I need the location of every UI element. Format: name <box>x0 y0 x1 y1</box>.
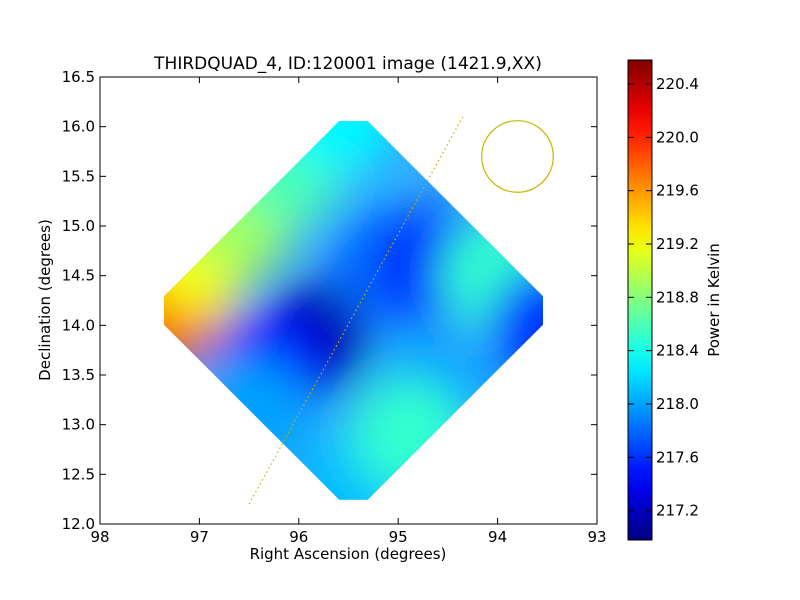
y-tick-label: 13.0 <box>62 416 95 434</box>
x-tick-label: 94 <box>488 528 507 546</box>
x-tick-label: 97 <box>190 528 209 546</box>
colorbar-tick-label: 219.2 <box>656 235 699 253</box>
y-tick-label: 14.0 <box>62 316 95 334</box>
y-tick-label: 13.5 <box>62 366 95 384</box>
colorbar-tick-label: 220.0 <box>656 128 699 146</box>
plot-frame <box>99 76 598 525</box>
colorbar-label: Power in Kelvin <box>705 243 723 357</box>
y-axis-label: Declination (degrees) <box>36 219 54 381</box>
y-tick-label: 15.5 <box>62 167 95 185</box>
colorbar-tick-label: 218.4 <box>656 342 699 360</box>
y-axis: 12.0 12.5 13.0 13.5 14.0 14.5 15.0 15.5 16.0 16.5 <box>62 68 597 533</box>
x-tick-label: 95 <box>389 528 408 546</box>
y-tick-label: 15.0 <box>62 217 95 235</box>
x-axis: 98 97 96 95 94 93 <box>90 77 607 546</box>
x-tick-label: 98 <box>90 528 109 546</box>
overlay-dotted-line <box>248 116 464 505</box>
colorbar-ticks: 217.2 217.6 218.0 218.4 218.8 219.2 219.6 220.0… <box>628 75 699 520</box>
colorbar-tick-label: 219.6 <box>656 182 699 200</box>
colorbar-tick-label: 217.6 <box>656 448 699 466</box>
y-tick-label: 14.5 <box>62 267 95 285</box>
y-tick-label: 16.0 <box>62 118 95 136</box>
overlay-beam-circle <box>481 120 554 193</box>
colorbar-frame <box>627 59 653 541</box>
y-tick-label: 12.5 <box>62 465 95 483</box>
colorbar-tick-label: 218.8 <box>656 288 699 306</box>
colorbar-tick-label: 218.0 <box>656 395 699 413</box>
heatmap-footprint <box>164 121 543 500</box>
x-tick-label: 93 <box>587 528 606 546</box>
colorbar-tick-label: 217.2 <box>656 502 699 520</box>
colorbar-gradient <box>628 60 652 540</box>
field-sample <box>350 376 467 493</box>
field-sample <box>489 267 543 384</box>
x-tick-label: 96 <box>289 528 308 546</box>
y-tick-label: 12.0 <box>62 515 95 533</box>
y-tick-label: 16.5 <box>62 68 95 86</box>
colorbar: 217.2 217.6 218.0 218.4 218.8 219.2 219.6 220.0… <box>627 59 723 541</box>
field-sample <box>280 121 397 175</box>
plot-area <box>164 116 554 505</box>
heatmap-field <box>164 121 543 500</box>
chart-title: THIRDQUAD_4, ID:120001 image (1421.9,XX) <box>153 54 542 74</box>
field-sample <box>191 356 308 473</box>
x-axis-label: Right Ascension (degrees) <box>250 545 447 563</box>
colorbar-tick-label: 220.4 <box>656 75 699 93</box>
